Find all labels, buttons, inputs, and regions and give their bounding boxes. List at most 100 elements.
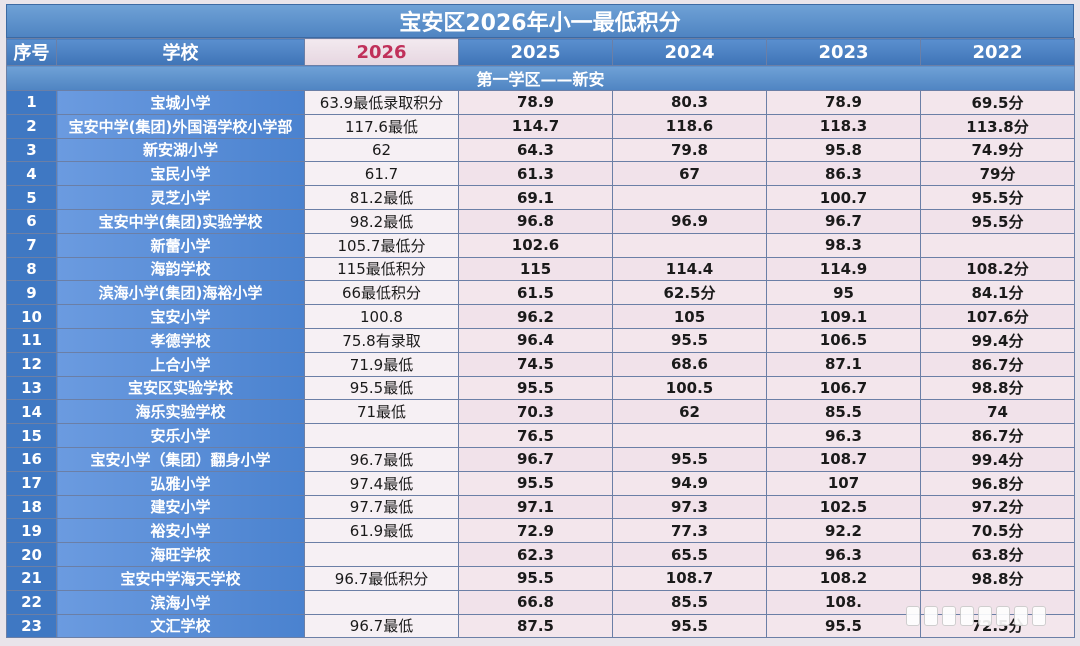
score-2022: 99.4分 — [920, 446, 1075, 472]
score-2024 — [612, 423, 767, 448]
score-2024 — [612, 232, 767, 258]
score-2022: 63.8分 — [920, 542, 1075, 567]
table-row: 7 新蕾小学 105.7最低分 102.6 98.3 — [6, 232, 1075, 258]
school-name: 建安小学 — [56, 494, 305, 520]
school-name: 海乐实验学校 — [56, 399, 305, 425]
score-2023: 86.3 — [766, 161, 921, 187]
table-row: 20 海旺学校 62.3 65.5 96.3 63.8分 — [6, 542, 1075, 567]
score-2026: 62 — [304, 137, 459, 163]
table-row: 10 宝安小学 100.8 96.2 105 109.1 107.6分 — [6, 304, 1075, 329]
zone-label: 第一学区——新安 — [6, 65, 1075, 91]
school-name: 宝安中学海天学校 — [56, 565, 305, 591]
score-2023: 95.5 — [766, 613, 921, 639]
row-number: 2 — [6, 113, 57, 139]
score-2026: 61.9最低 — [304, 518, 459, 544]
table-row: 18 建安小学 97.7最低 97.1 97.3 102.5 97.2分 — [6, 494, 1075, 520]
score-2023: 108.2 — [766, 565, 921, 591]
score-2022: 98.8分 — [920, 375, 1075, 401]
watermark-logo — [906, 606, 1046, 626]
school-name: 新蕾小学 — [56, 232, 305, 258]
score-2026 — [304, 423, 459, 448]
score-2026: 96.7最低 — [304, 613, 459, 639]
score-2023: 96.3 — [766, 423, 921, 448]
score-2022 — [920, 232, 1075, 258]
score-2022: 84.1分 — [920, 280, 1075, 306]
score-2025: 95.5 — [458, 470, 613, 496]
score-table: 序号 学校 2026 2025 2024 2023 2022 第一学区——新安 … — [6, 38, 1075, 639]
school-name: 新安湖小学 — [56, 137, 305, 163]
score-2023: 107 — [766, 470, 921, 496]
score-2024: 68.6 — [612, 351, 767, 377]
score-2025: 64.3 — [458, 137, 613, 163]
score-2022: 113.8分 — [920, 113, 1075, 139]
score-2025: 114.7 — [458, 113, 613, 139]
row-number: 10 — [6, 304, 57, 329]
score-2022: 96.8分 — [920, 470, 1075, 496]
row-number: 1 — [6, 90, 57, 115]
score-2023: 96.7 — [766, 208, 921, 234]
score-2025: 97.1 — [458, 494, 613, 520]
score-2025: 96.2 — [458, 304, 613, 329]
score-2026 — [304, 542, 459, 567]
score-2023: 106.5 — [766, 327, 921, 353]
score-2025: 115 — [458, 256, 613, 282]
score-2022: 95.5分 — [920, 185, 1075, 210]
school-name: 宝安小学 — [56, 304, 305, 329]
school-name: 上合小学 — [56, 351, 305, 377]
row-number: 12 — [6, 351, 57, 377]
table-row: 17 弘雅小学 97.4最低 95.5 94.9 107 96.8分 — [6, 470, 1075, 496]
row-number: 17 — [6, 470, 57, 496]
score-2024: 97.3 — [612, 494, 767, 520]
table-row: 14 海乐实验学校 71最低 70.3 62 85.5 74 — [6, 399, 1075, 425]
row-number: 16 — [6, 446, 57, 472]
score-2022: 79分 — [920, 161, 1075, 187]
score-2023: 92.2 — [766, 518, 921, 544]
table-row: 3 新安湖小学 62 64.3 79.8 95.8 74.9分 — [6, 137, 1075, 163]
col-header-2023: 2023 — [766, 38, 921, 66]
score-2025: 61.5 — [458, 280, 613, 306]
school-name: 宝安小学（集团）翻身小学 — [56, 446, 305, 472]
score-2025: 76.5 — [458, 423, 613, 448]
table-row: 22 滨海小学 66.8 85.5 108. — [6, 589, 1075, 615]
row-number: 14 — [6, 399, 57, 425]
school-name: 滨海小学 — [56, 589, 305, 615]
school-name: 宝安中学(集团)外国语学校小学部 — [56, 113, 305, 139]
score-2024: 65.5 — [612, 542, 767, 567]
score-2022: 99.4分 — [920, 327, 1075, 353]
school-name: 灵芝小学 — [56, 185, 305, 210]
score-2026: 96.7最低 — [304, 446, 459, 472]
score-2024: 118.6 — [612, 113, 767, 139]
score-2023: 102.5 — [766, 494, 921, 520]
score-2023: 96.3 — [766, 542, 921, 567]
score-2023: 106.7 — [766, 375, 921, 401]
score-2025: 96.4 — [458, 327, 613, 353]
score-2024: 94.9 — [612, 470, 767, 496]
score-2026: 71.9最低 — [304, 351, 459, 377]
score-2022: 74.9分 — [920, 137, 1075, 163]
col-header-2025: 2025 — [458, 38, 613, 66]
school-name: 宝民小学 — [56, 161, 305, 187]
score-2026: 96.7最低积分 — [304, 565, 459, 591]
row-number: 9 — [6, 280, 57, 306]
score-2022: 74 — [920, 399, 1075, 425]
row-number: 13 — [6, 375, 57, 401]
school-name: 孝德学校 — [56, 327, 305, 353]
score-2023: 87.1 — [766, 351, 921, 377]
score-2025: 95.5 — [458, 565, 613, 591]
school-name: 宝安中学(集团)实验学校 — [56, 208, 305, 234]
score-2025: 102.6 — [458, 232, 613, 258]
score-2025: 61.3 — [458, 161, 613, 187]
score-2025: 95.5 — [458, 375, 613, 401]
school-name: 安乐小学 — [56, 423, 305, 448]
score-2025: 96.7 — [458, 446, 613, 472]
col-header-2022: 2022 — [920, 38, 1075, 66]
score-2023: 100.7 — [766, 185, 921, 210]
score-2022: 98.8分 — [920, 565, 1075, 591]
score-2025: 66.8 — [458, 589, 613, 615]
score-2024: 95.5 — [612, 327, 767, 353]
score-2023: 95.8 — [766, 137, 921, 163]
table-row: 2 宝安中学(集团)外国语学校小学部 117.6最低 114.7 118.6 118.3 1… — [6, 113, 1075, 139]
col-header-2024: 2024 — [612, 38, 767, 66]
score-2024: 114.4 — [612, 256, 767, 282]
row-number: 22 — [6, 589, 57, 615]
